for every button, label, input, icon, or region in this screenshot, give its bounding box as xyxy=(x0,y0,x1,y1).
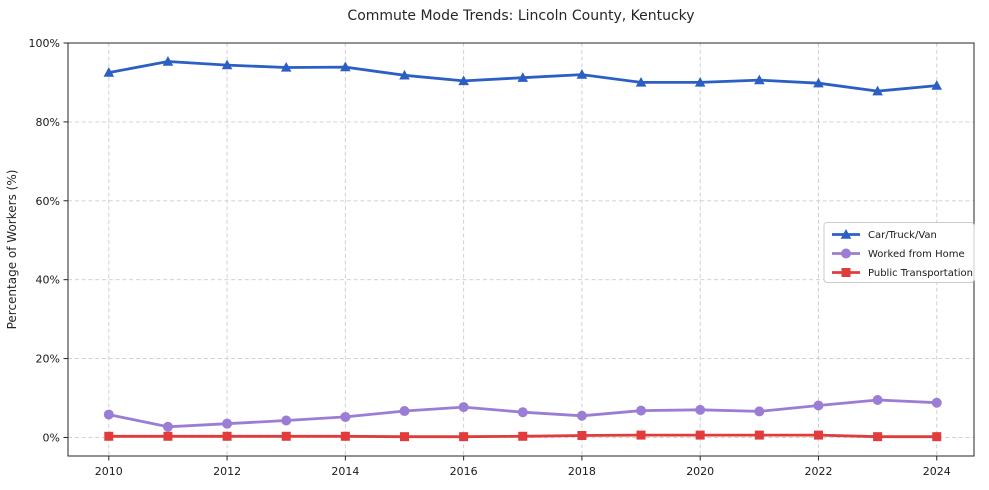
data-point-marker-worked-from-home xyxy=(399,406,410,417)
data-point-marker-worked-from-home xyxy=(872,394,883,405)
data-point-marker-worked-from-home xyxy=(103,409,114,420)
data-point-marker-car-truck-van xyxy=(458,75,469,86)
legend-car-truck-van-marker-icon xyxy=(840,229,852,239)
data-point-marker-car-truck-van xyxy=(931,80,943,90)
legend: Car/Truck/Van Worked from Home Public Tran… xyxy=(823,222,975,283)
data-point-marker-public-transportation xyxy=(577,430,587,440)
y-tick-label: 60% xyxy=(36,195,60,208)
legend-entry-worked-from-home: Worked from Home xyxy=(832,248,965,260)
data-point-marker-public-transportation xyxy=(873,432,883,442)
x-tick-label: 2022 xyxy=(804,465,832,478)
x-tick-label: 2014 xyxy=(331,465,359,478)
data-point-marker-public-transportation xyxy=(399,432,409,442)
y-tick-label: 40% xyxy=(36,274,60,287)
legend-worked-from-home-marker-icon xyxy=(841,248,851,259)
data-point-marker-public-transportation xyxy=(695,430,705,440)
data-point-marker-public-transportation xyxy=(636,430,646,440)
data-point-marker-worked-from-home xyxy=(281,415,292,426)
data-point-marker-car-truck-van xyxy=(635,76,647,87)
data-point-marker-car-truck-van xyxy=(754,74,765,85)
data-point-marker-worked-from-home xyxy=(162,421,173,432)
data-point-marker-worked-from-home xyxy=(813,400,824,411)
legend-public-transportation-marker-icon xyxy=(841,268,851,277)
x-tick-label: 2010 xyxy=(95,465,123,478)
data-point-marker-car-truck-van xyxy=(221,59,233,70)
data-point-marker-public-transportation xyxy=(754,430,764,440)
x-tick-label: 2018 xyxy=(568,465,596,478)
data-point-marker-worked-from-home xyxy=(458,402,469,413)
data-point-marker-car-truck-van xyxy=(517,72,529,82)
data-point-marker-worked-from-home xyxy=(695,404,706,415)
x-tick-label: 2024 xyxy=(923,465,951,478)
legend-box xyxy=(823,222,975,283)
data-point-marker-worked-from-home xyxy=(517,407,528,418)
data-point-marker-public-transportation xyxy=(459,432,469,442)
chart-title: Commute Mode Trends: Lincoln County, Ken… xyxy=(347,8,695,24)
data-point-marker-worked-from-home xyxy=(636,405,647,416)
data-point-marker-worked-from-home xyxy=(931,397,942,408)
legend-label-worked-from-home: Worked from Home xyxy=(868,249,965,260)
y-tick-label: 100% xyxy=(29,37,60,50)
y-tick-label: 20% xyxy=(36,353,60,366)
data-point-marker-worked-from-home xyxy=(340,411,351,422)
data-point-marker-public-transportation xyxy=(222,431,232,441)
legend-entry-car-truck-van: Car/Truck/Van xyxy=(832,229,937,241)
x-tick-label: 2016 xyxy=(450,465,478,478)
data-point-marker-public-transportation xyxy=(518,431,528,441)
data-point-marker-car-truck-van xyxy=(694,76,706,87)
legend-entry-public-transportation: Public Transportation xyxy=(832,268,973,279)
data-point-marker-public-transportation xyxy=(104,431,114,441)
data-point-marker-public-transportation xyxy=(813,430,823,440)
data-point-marker-public-transportation xyxy=(340,431,350,441)
data-point-marker-worked-from-home xyxy=(576,410,587,421)
y-tick-label: 80% xyxy=(36,116,60,129)
x-tick-label: 2012 xyxy=(213,465,241,478)
legend-label-car-truck-van: Car/Truck/Van xyxy=(868,230,937,241)
legend-label-public-transportation: Public Transportation xyxy=(868,268,973,279)
data-point-marker-worked-from-home xyxy=(754,406,765,417)
data-point-marker-car-truck-van xyxy=(813,77,824,88)
data-point-marker-worked-from-home xyxy=(222,418,233,429)
data-point-marker-car-truck-van xyxy=(162,56,174,66)
data-point-marker-public-transportation xyxy=(932,432,942,442)
data-point-marker-public-transportation xyxy=(281,431,291,441)
data-point-marker-car-truck-van xyxy=(576,69,588,79)
data-point-marker-car-truck-van xyxy=(103,67,115,77)
data-point-marker-car-truck-van xyxy=(399,69,410,80)
data-point-marker-public-transportation xyxy=(163,431,173,441)
data-point-marker-car-truck-van xyxy=(340,61,351,72)
data-point-marker-car-truck-van xyxy=(872,85,883,96)
y-tick-label: 0% xyxy=(43,431,60,444)
data-point-marker-car-truck-van xyxy=(280,61,292,72)
x-tick-label: 2020 xyxy=(686,465,714,478)
